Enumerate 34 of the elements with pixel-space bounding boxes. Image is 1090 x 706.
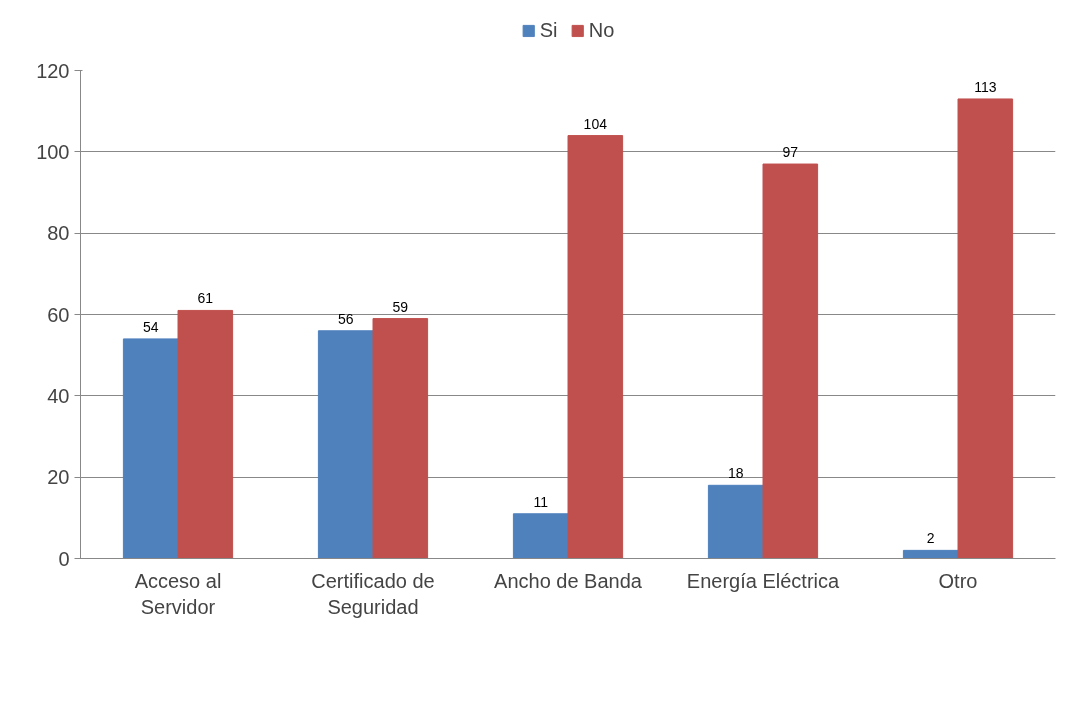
data-label: 59 <box>392 298 409 315</box>
bar <box>567 135 624 559</box>
y-tick-label: 100 <box>36 140 70 163</box>
x-tick-label: Acceso al Servidor <box>134 569 222 618</box>
data-label: 2 <box>926 530 935 547</box>
data-label: 113 <box>974 78 997 95</box>
y-tick-label: 120 <box>36 59 70 82</box>
data-label: 97 <box>782 144 799 161</box>
bar <box>512 513 569 559</box>
legend-label: Si <box>539 18 559 42</box>
x-tick-label: Certificado de Seguridad <box>311 569 435 618</box>
bar <box>177 309 234 559</box>
y-tick-label: 60 <box>47 303 70 326</box>
bar <box>372 318 429 559</box>
bar <box>957 98 1014 559</box>
data-label: 61 <box>197 290 214 307</box>
x-tick-label: Otro <box>938 569 978 592</box>
y-tick-label: 20 <box>47 466 70 489</box>
y-tick-label: 0 <box>58 547 70 570</box>
bar <box>902 549 959 559</box>
y-tick-label: 80 <box>47 222 70 245</box>
bar <box>317 330 374 559</box>
bar <box>122 338 179 559</box>
y-tick-label: 40 <box>47 384 70 407</box>
data-label: 54 <box>142 318 159 335</box>
x-tick-label: Ancho de Banda <box>494 569 643 592</box>
data-label: 56 <box>337 310 354 327</box>
legend-label: No <box>588 18 615 42</box>
bar <box>707 484 764 559</box>
data-label: 11 <box>533 493 549 510</box>
data-label: 18 <box>727 465 744 482</box>
data-label: 104 <box>583 115 608 132</box>
x-tick-label: Energía Eléctrica <box>686 569 841 592</box>
bar <box>762 163 819 559</box>
